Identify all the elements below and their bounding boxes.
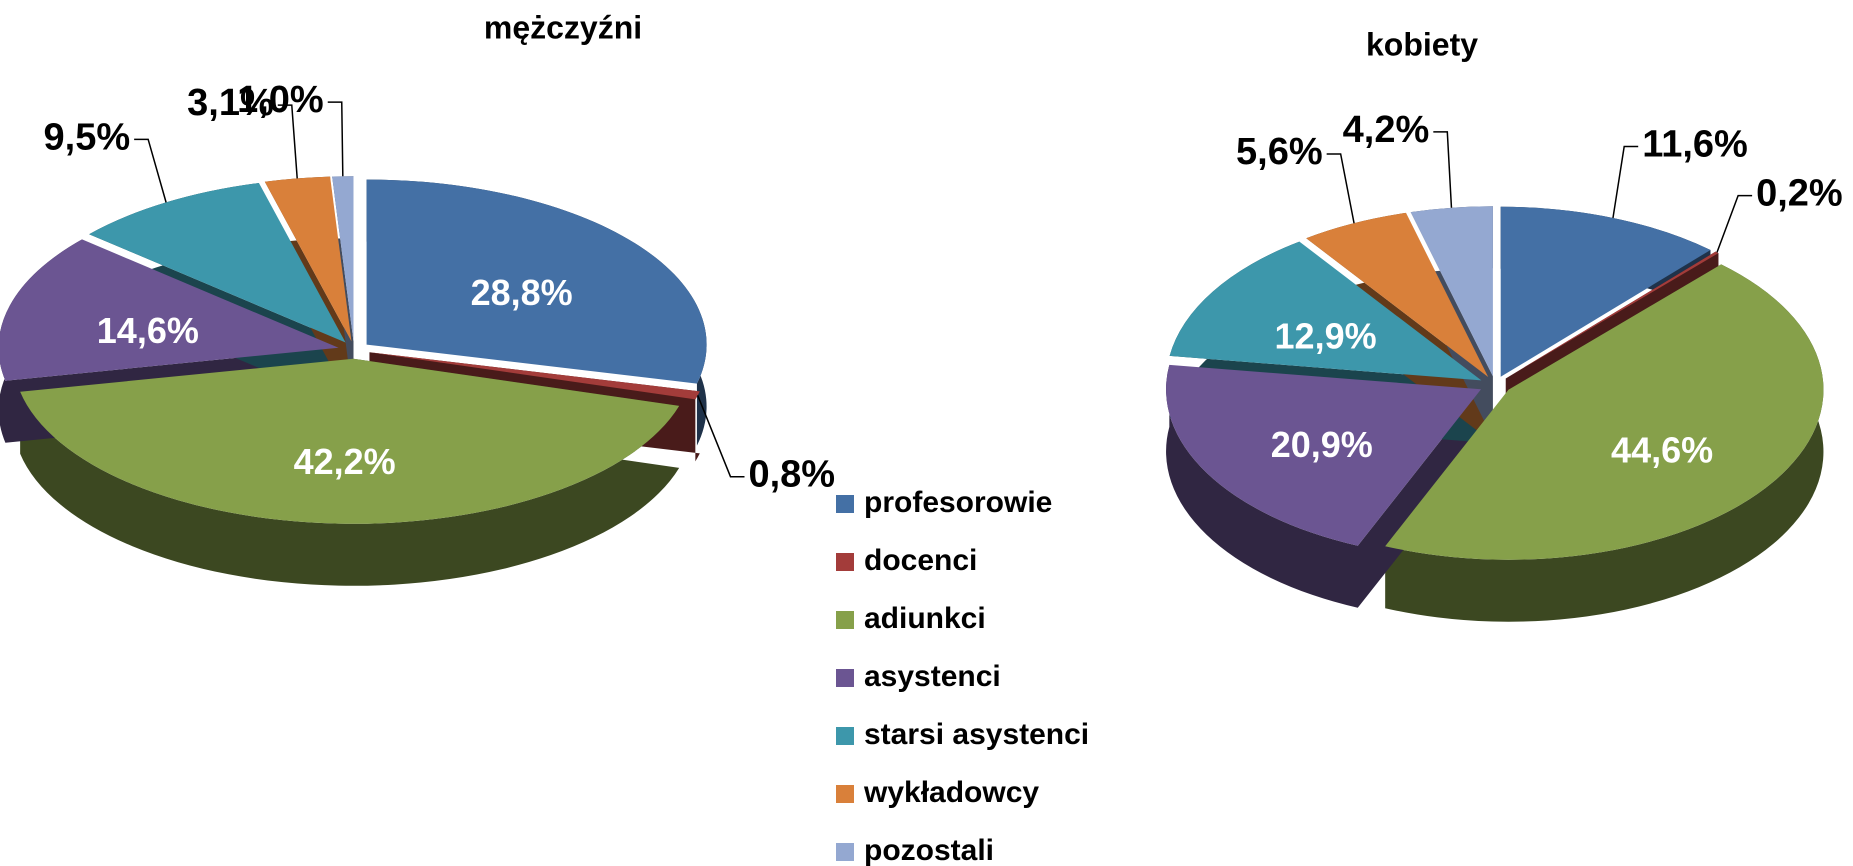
leader-line (1612, 145, 1639, 219)
data-label: 20,9% (1271, 424, 1373, 465)
slice (89, 182, 346, 343)
leader-line (134, 138, 167, 203)
data-label: 0,2% (1756, 173, 1843, 215)
data-label: 3,1% (187, 82, 274, 124)
data-label: 4,2% (1343, 109, 1430, 151)
legend-label: profesorowie (864, 486, 1052, 519)
legend-swatch (836, 727, 854, 745)
slice (1410, 206, 1493, 377)
data-label: 12,9% (1275, 315, 1377, 356)
slice (366, 179, 707, 384)
slice (1505, 251, 1719, 379)
leader-line (1326, 153, 1355, 224)
pie-labels: 28,8% 0,8% 42,2% 14,6% 9,5% 3,1%1,0% (44, 79, 836, 496)
data-label: 42,2% (294, 441, 396, 482)
pie-labels: 11,6%0,2% 44,6% 20,9% 12,9% 5,6% 4,2% (1236, 109, 1843, 471)
slice (264, 176, 352, 342)
legend-label: docenci (864, 544, 977, 577)
data-label: 11,6% (1642, 123, 1748, 165)
legend-label: asystenci (864, 660, 1001, 693)
slice (1166, 364, 1482, 546)
leader-line (277, 104, 298, 179)
leader-line (696, 395, 745, 478)
pie-tops (1166, 206, 1824, 560)
slice (1306, 212, 1489, 378)
legend-swatch (836, 785, 854, 803)
slice (0, 239, 339, 381)
chart-title: kobiety (1366, 26, 1478, 62)
data-label: 5,6% (1236, 131, 1323, 173)
legend-label: starsi asystenci (864, 718, 1089, 751)
data-label: 14,6% (97, 310, 199, 351)
slice (332, 176, 354, 342)
slice (1500, 206, 1711, 377)
slice (1385, 264, 1824, 560)
data-label: 1,0% (237, 79, 324, 121)
legend-swatch (836, 495, 854, 513)
leader-line (1716, 194, 1753, 253)
leader-line (327, 101, 344, 177)
slice-side (1385, 264, 1824, 622)
slice (369, 352, 700, 400)
legend-label: wykładowcy (863, 776, 1039, 809)
legend-label: adiunkci (864, 602, 986, 635)
slice (1169, 241, 1482, 381)
legend-swatch (836, 669, 854, 687)
data-label: 9,5% (44, 116, 131, 158)
data-label: 0,8% (748, 454, 835, 496)
legend-swatch (836, 611, 854, 629)
chart-title: mężczyźni (484, 9, 642, 45)
leader-line (1433, 131, 1453, 208)
legend-label: pozostali (864, 834, 994, 866)
pie-tops (0, 176, 707, 524)
legend-swatch (836, 553, 854, 571)
legend-swatch (836, 843, 854, 861)
data-label: 44,6% (1611, 430, 1713, 471)
slice (20, 358, 680, 524)
data-label: 28,8% (471, 272, 573, 313)
